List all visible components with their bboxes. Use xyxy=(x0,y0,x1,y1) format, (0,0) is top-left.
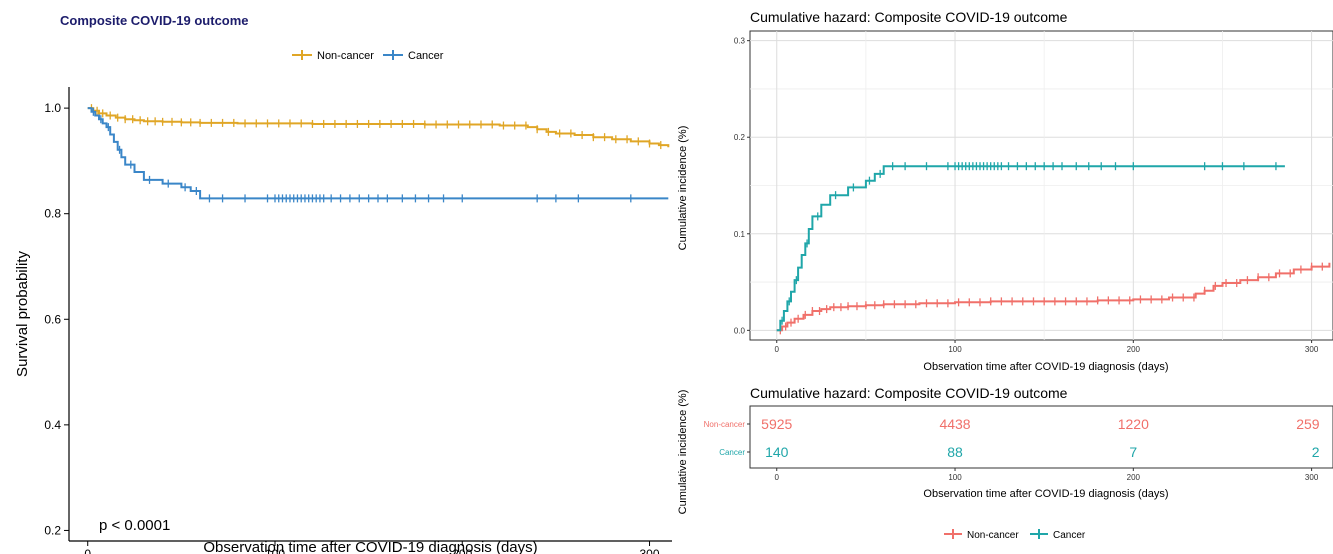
hazard-x-tick-label: 200 xyxy=(1127,345,1141,354)
km-p-value: p < 0.0001 xyxy=(99,517,170,534)
hazard-x-tick-label: 300 xyxy=(1305,345,1319,354)
hazard-title: Cumulative hazard: Composite COVID-19 ou… xyxy=(750,9,1068,25)
risk-table-cell-cancer: 7 xyxy=(1129,444,1137,460)
risk-table-row-label-cancer: Cancer xyxy=(719,448,745,457)
hazard-y-tick-label: 0.3 xyxy=(734,37,746,46)
risk-table-x-tick-label: 100 xyxy=(948,473,962,482)
risk-table-cell-non-cancer: 4438 xyxy=(939,416,970,432)
risk-table-frame xyxy=(749,405,1333,469)
hazard-x-axis-label: Observation time after COVID-19 diagnosi… xyxy=(923,361,1168,373)
km-title: Composite COVID-19 outcome xyxy=(60,13,249,28)
risk-table-cell-non-cancer: 5925 xyxy=(761,416,792,432)
risk-table-cell-non-cancer: 259 xyxy=(1296,416,1320,432)
km-x-ticks: 0 100 200 300 xyxy=(84,541,660,554)
km-x-tick-label: 300 xyxy=(640,547,660,554)
km-y-tick-label: 0.6 xyxy=(44,312,61,326)
km-x-tick-label: 100 xyxy=(265,547,285,554)
km-plot-area xyxy=(87,104,670,203)
hazard-y-tick-label: 0.0 xyxy=(734,326,746,335)
km-x-tick-label: 0 xyxy=(84,547,91,554)
hazard-x-tick-label: 100 xyxy=(948,345,962,354)
hazard-plot-area xyxy=(776,162,1331,335)
hazard-y-tick-label: 0.2 xyxy=(734,133,746,142)
hazard-x-ticks: 0 100 200 300 xyxy=(775,340,1319,354)
risk-table-x-ticks: 0 100 200 300 xyxy=(775,468,1319,482)
km-x-axis-label: Observation time after COVID-19 diagnosi… xyxy=(203,539,537,554)
risk-table-x-axis-label: Observation time after COVID-19 diagnosi… xyxy=(923,488,1168,500)
risk-table-cell-non-cancer: 1220 xyxy=(1118,416,1149,432)
risk-table-cell-cancer: 2 xyxy=(1312,444,1320,460)
risk-table-x-tick-label: 300 xyxy=(1305,473,1319,482)
risk-table-rows: Non-cancer 5925 4438 1220 259 Cancer 140 88 7 2 xyxy=(704,416,1320,460)
hazard-legend: Non-cancer Cancer xyxy=(944,529,1086,541)
risk-table-x-tick-label: 0 xyxy=(775,473,780,482)
km-y-ticks: 0.2 0.4 0.6 0.8 1.0 xyxy=(44,101,69,537)
hazard-legend-label-non-cancer: Non-cancer xyxy=(967,530,1019,541)
hazard-y-tick-label: 0.1 xyxy=(734,230,746,239)
km-y-tick-label: 1.0 xyxy=(44,101,61,115)
hazard-legend-label-cancer: Cancer xyxy=(1053,530,1086,541)
hazard-panel: Cumulative hazard: Composite COVID-19 ou… xyxy=(677,9,1333,373)
hazard-x-tick-label: 0 xyxy=(775,345,780,354)
risk-table-row-label-non-cancer: Non-cancer xyxy=(704,420,746,429)
km-y-tick-label: 0.4 xyxy=(44,418,61,432)
km-y-axis-label: Survival probability xyxy=(14,251,31,377)
km-legend: Non-cancer Cancer xyxy=(292,50,444,62)
risk-table-cell-cancer: 88 xyxy=(947,444,963,460)
km-line-non-cancer xyxy=(87,107,670,148)
risk-table-cell-cancer: 140 xyxy=(765,444,789,460)
risk-table-x-tick-label: 200 xyxy=(1127,473,1141,482)
km-y-tick-label: 0.2 xyxy=(44,523,61,537)
km-legend-label-non-cancer: Non-cancer xyxy=(317,50,374,62)
km-panel: Composite COVID-19 outcome Non-cancer Ca… xyxy=(14,13,672,554)
hazard-y-axis-label: Cumulative incidence (%) xyxy=(677,126,689,251)
hazard-y-ticks: 0.0 0.1 0.2 0.3 xyxy=(734,37,750,335)
risk-table-title: Cumulative hazard: Composite COVID-19 ou… xyxy=(750,385,1068,401)
risk-table-panel: Cumulative hazard: Composite COVID-19 ou… xyxy=(677,385,1333,514)
km-y-tick-label: 0.8 xyxy=(44,207,61,221)
km-legend-label-cancer: Cancer xyxy=(408,50,444,62)
risk-table-y-axis-label: Cumulative incidence (%) xyxy=(677,390,689,515)
hazard-grid xyxy=(750,31,1333,340)
km-x-tick-label: 200 xyxy=(452,547,472,554)
